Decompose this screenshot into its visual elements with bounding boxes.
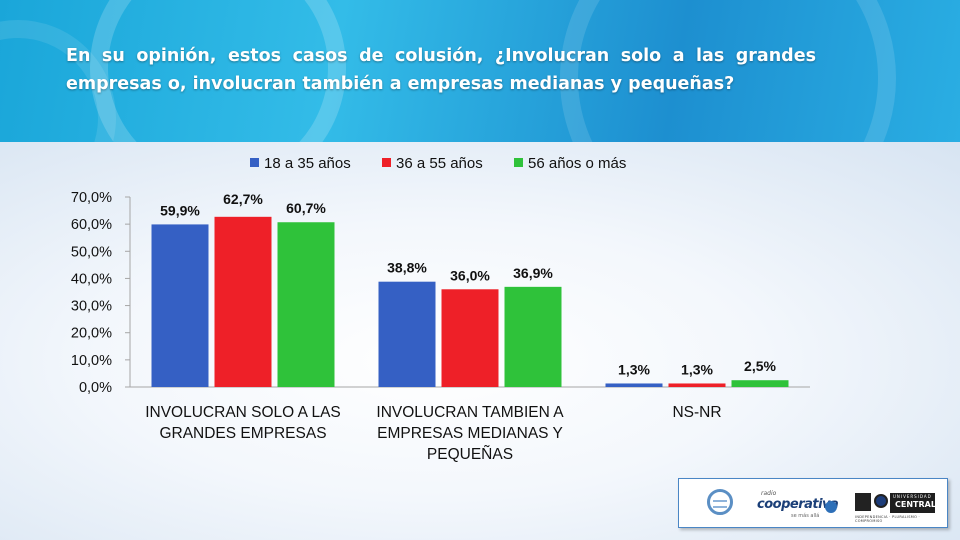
y-tick-label: 60,0% xyxy=(71,217,112,233)
globe-logo-icon xyxy=(707,489,733,515)
bar xyxy=(151,224,209,387)
category-label: INVOLUCRAN SOLO A LAS xyxy=(145,404,341,421)
legend-label: 18 a 35 años xyxy=(264,155,351,172)
bar xyxy=(277,222,335,387)
data-label: 38,8% xyxy=(387,260,427,276)
y-tick-label: 10,0% xyxy=(71,353,112,369)
cooperativa-logo: cooperativa xyxy=(757,497,839,512)
legend-swatch xyxy=(514,158,523,167)
legend-swatch xyxy=(250,158,259,167)
bar xyxy=(668,383,726,387)
legend-label: 56 años o más xyxy=(528,155,626,172)
university-tagline: INDEPENDENCIA · PLURALISMO · COMPROMISO xyxy=(855,515,920,523)
bar xyxy=(504,286,562,387)
university-emblem-icon xyxy=(855,493,871,511)
y-tick-label: 50,0% xyxy=(71,244,112,260)
university-label: UNIVERSIDAD xyxy=(893,494,932,499)
data-label: 59,9% xyxy=(160,202,200,218)
data-label: 62,7% xyxy=(223,191,263,207)
bar xyxy=(731,380,789,387)
cooperativa-tagline: se más allá xyxy=(791,513,820,519)
chart-area: 0,0% 10,0% 20,0% 30,0% 40,0% 50,0% 60,0% 70,0% 1… xyxy=(0,142,960,540)
y-tick-label: 70,0% xyxy=(71,190,112,206)
bar xyxy=(378,281,436,387)
cooperativa-dot-icon xyxy=(825,501,837,513)
page-title: En su opinión, estos casos de colusión, … xyxy=(66,46,816,94)
data-label: 1,3% xyxy=(681,361,713,377)
data-label: 60,7% xyxy=(286,200,326,216)
cooperativa-radio-label: radio xyxy=(761,490,777,497)
y-tick-label: 20,0% xyxy=(71,326,112,342)
category-label: PEQUEÑAS xyxy=(427,446,513,463)
category-label: NS-NR xyxy=(672,404,721,421)
data-label: 1,3% xyxy=(618,361,650,377)
university-ring-icon xyxy=(874,494,888,508)
bar-chart: 0,0% 10,0% 20,0% 30,0% 40,0% 50,0% 60,0% 70,0% 1… xyxy=(71,155,810,463)
y-tick-label: 40,0% xyxy=(71,271,112,287)
header-banner: En su opinión, estos casos de colusión, … xyxy=(0,0,960,142)
data-label: 36,0% xyxy=(450,267,490,283)
legend-swatch xyxy=(382,158,391,167)
data-label: 36,9% xyxy=(513,265,553,281)
data-label: 2,5% xyxy=(744,358,776,374)
university-logo: CENTRAL xyxy=(895,500,936,509)
category-label: GRANDES EMPRESAS xyxy=(159,425,326,442)
logo-box: radio cooperativa se más allá UNIVERSIDA… xyxy=(678,478,948,528)
y-tick-label: 0,0% xyxy=(79,380,112,396)
bar xyxy=(441,289,499,387)
university-nameplate xyxy=(890,493,935,513)
y-tick-label: 30,0% xyxy=(71,299,112,315)
bar xyxy=(605,383,663,387)
category-label: INVOLUCRAN TAMBIEN A xyxy=(376,404,564,421)
bar xyxy=(214,216,272,387)
legend-label: 36 a 55 años xyxy=(396,155,483,172)
category-label: EMPRESAS MEDIANAS Y xyxy=(377,425,563,442)
